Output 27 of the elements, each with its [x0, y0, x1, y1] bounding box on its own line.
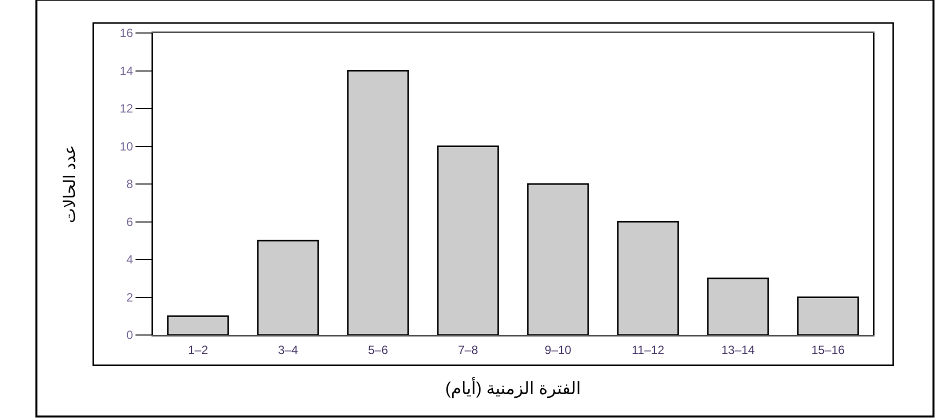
- bar: [617, 221, 679, 335]
- x-tick-label: 15–16: [811, 342, 846, 357]
- y-tick-label: 8: [126, 177, 134, 192]
- y-tick-label: 2: [126, 290, 134, 304]
- y-axis-title: عدد الحالات: [62, 144, 79, 224]
- x-axis-title: الفترة الزمنية (أيام): [445, 377, 581, 400]
- y-tick-label: 4: [126, 252, 134, 267]
- bar: [257, 240, 319, 335]
- y-tick-label: 16: [120, 26, 134, 40]
- y-tick-label: 0: [126, 328, 134, 342]
- bar: [167, 315, 229, 335]
- y-tick-label: 6: [126, 214, 134, 229]
- bar: [707, 278, 769, 335]
- y-tick-label: 10: [120, 139, 134, 154]
- bar: [437, 146, 499, 335]
- bar: [797, 296, 859, 335]
- x-tick-label: 5–6: [368, 342, 388, 357]
- x-tick-label: 3–4: [278, 342, 298, 357]
- x-tick-label: 13–14: [721, 342, 756, 357]
- bar: [347, 70, 409, 335]
- x-tick-label: 1–2: [188, 342, 208, 357]
- bar: [527, 183, 589, 335]
- x-tick-label: 7–8: [458, 342, 478, 357]
- y-tick-label: 14: [120, 64, 134, 78]
- y-tick-label: 12: [120, 102, 134, 116]
- x-tick-label: 11–12: [632, 342, 665, 357]
- x-tick-label: 9–10: [544, 342, 572, 357]
